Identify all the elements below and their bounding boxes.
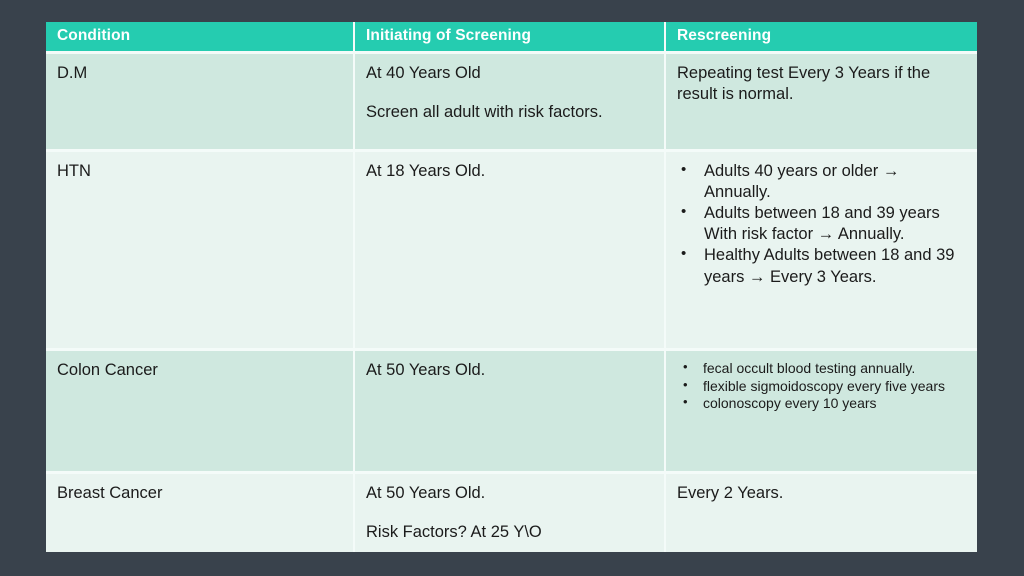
cell-condition-breast-cancer: Breast Cancer bbox=[46, 471, 355, 552]
screening-guidelines-table: Condition Initiating of Screening Rescre… bbox=[46, 22, 977, 552]
table-row: D.M At 40 Years Old Screen all adult wit… bbox=[46, 51, 977, 149]
cell-condition-colon-cancer: Colon Cancer bbox=[46, 348, 355, 471]
rescreening-bullet-list: Adults 40 years or older → Annually. Adu… bbox=[677, 160, 965, 288]
spacer bbox=[366, 504, 652, 522]
list-item: colonoscopy every 10 years bbox=[677, 394, 965, 413]
list-item: Adults between 18 and 39 years With risk… bbox=[677, 202, 965, 245]
cell-condition-dm: D.M bbox=[46, 51, 355, 149]
table-row: Breast Cancer At 50 Years Old. Risk Fact… bbox=[46, 471, 977, 552]
table-header-row: Condition Initiating of Screening Rescre… bbox=[46, 22, 977, 51]
cell-initiating-dm: At 40 Years Old Screen all adult with ri… bbox=[355, 51, 666, 149]
column-header-rescreening: Rescreening bbox=[666, 22, 977, 51]
cell-rescreening-htn: Adults 40 years or older → Annually. Adu… bbox=[666, 149, 977, 348]
cell-rescreening-dm: Repeating test Every 3 Years if the resu… bbox=[666, 51, 977, 149]
initiating-line-1: At 40 Years Old bbox=[366, 64, 481, 82]
table-row: Colon Cancer At 50 Years Old. fecal occu… bbox=[46, 348, 977, 471]
condition-label: D.M bbox=[57, 64, 88, 82]
list-item: fecal occult blood testing annually. bbox=[677, 359, 965, 378]
cell-initiating-htn: At 18 Years Old. bbox=[355, 149, 666, 348]
initiating-line-1: At 18 Years Old. bbox=[366, 162, 486, 180]
cell-rescreening-breast-cancer: Every 2 Years. bbox=[666, 471, 977, 552]
list-item: Healthy Adults between 18 and 39 years →… bbox=[677, 244, 965, 287]
condition-label: Breast Cancer bbox=[57, 484, 163, 502]
cell-rescreening-colon-cancer: fecal occult blood testing annually. fle… bbox=[666, 348, 977, 471]
spacer bbox=[366, 84, 652, 102]
initiating-line-1: At 50 Years Old. bbox=[366, 361, 486, 379]
list-item: flexible sigmoidoscopy every five years bbox=[677, 377, 965, 396]
column-header-condition: Condition bbox=[46, 22, 355, 51]
table-body: D.M At 40 Years Old Screen all adult wit… bbox=[46, 51, 977, 552]
table-row: HTN At 18 Years Old. Adults 40 years or … bbox=[46, 149, 977, 348]
initiating-line-2: Risk Factors? At 25 Y\O bbox=[366, 523, 542, 542]
list-item: Adults 40 years or older → Annually. bbox=[677, 160, 965, 203]
condition-label: HTN bbox=[57, 162, 91, 180]
cell-initiating-breast-cancer: At 50 Years Old. Risk Factors? At 25 Y\O bbox=[355, 471, 666, 552]
condition-label: Colon Cancer bbox=[57, 361, 158, 379]
rescreening-paragraph: Repeating test Every 3 Years if the resu… bbox=[677, 64, 931, 104]
initiating-line-1: At 50 Years Old. bbox=[366, 484, 486, 502]
column-header-initiating-of-screening: Initiating of Screening bbox=[355, 22, 666, 51]
table-header: Condition Initiating of Screening Rescre… bbox=[46, 22, 977, 51]
rescreening-bullet-list: fecal occult blood testing annually. fle… bbox=[677, 359, 965, 413]
cell-initiating-colon-cancer: At 50 Years Old. bbox=[355, 348, 666, 471]
initiating-line-2: Screen all adult with risk factors. bbox=[366, 103, 603, 122]
rescreening-paragraph: Every 2 Years. bbox=[677, 484, 784, 502]
cell-condition-htn: HTN bbox=[46, 149, 355, 348]
